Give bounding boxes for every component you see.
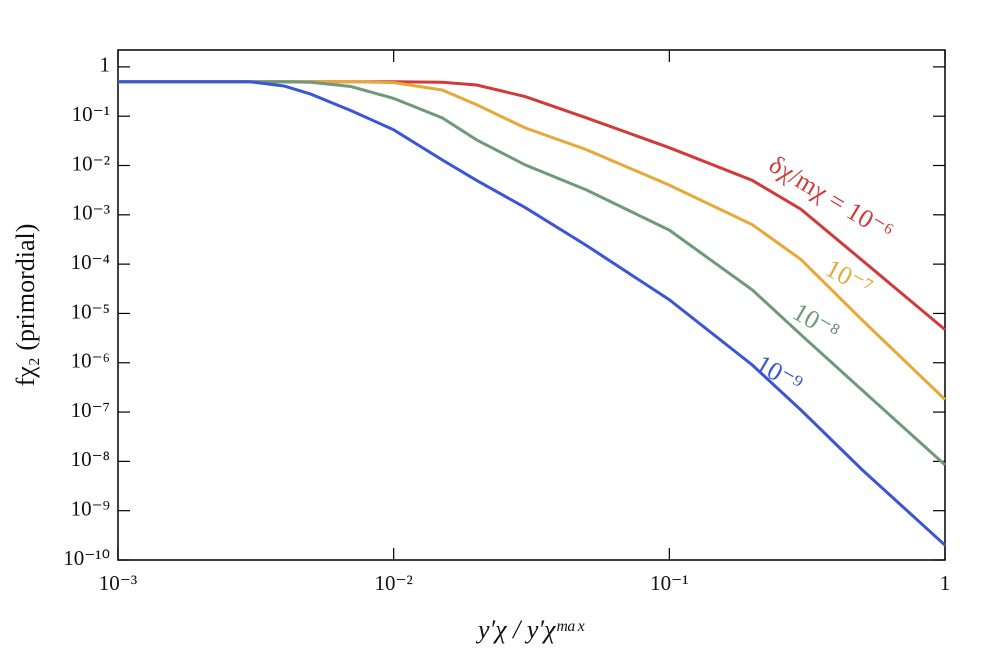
x-tick-label: 10⁻³ — [99, 571, 137, 595]
y-tick-label: 10⁻¹ — [72, 102, 110, 126]
y-tick-label: 10⁻⁷ — [71, 398, 110, 422]
y-axis-label: fχ₂ (primordial) — [11, 224, 40, 387]
y-tick-label: 10⁻⁸ — [71, 447, 110, 471]
y-tick-label: 1 — [100, 53, 111, 77]
x-tick-label: 10⁻¹ — [650, 571, 688, 595]
y-tick-label: 10⁻⁴ — [71, 250, 110, 274]
y-tick-label: 10⁻⁶ — [71, 349, 110, 373]
plot-frame — [117, 49, 946, 561]
y-tick-label: 10⁻³ — [72, 201, 110, 225]
series-line — [118, 80, 947, 547]
series-label: 10⁻⁸ — [788, 297, 845, 347]
y-tick-label: 10⁻¹⁰ — [63, 546, 110, 570]
x-axis-label: y′χ / y′χᵐᵃˣ — [475, 615, 585, 644]
y-tick-label: 10⁻⁹ — [71, 497, 110, 521]
x-tick-label: 10⁻² — [374, 571, 412, 595]
x-tick-label: 1 — [940, 571, 951, 595]
y-tick-label: 10⁻² — [72, 151, 110, 175]
y-tick-label: 10⁻⁵ — [71, 299, 110, 323]
series-label: 10⁻⁷ — [821, 254, 878, 303]
series-line — [118, 80, 947, 467]
